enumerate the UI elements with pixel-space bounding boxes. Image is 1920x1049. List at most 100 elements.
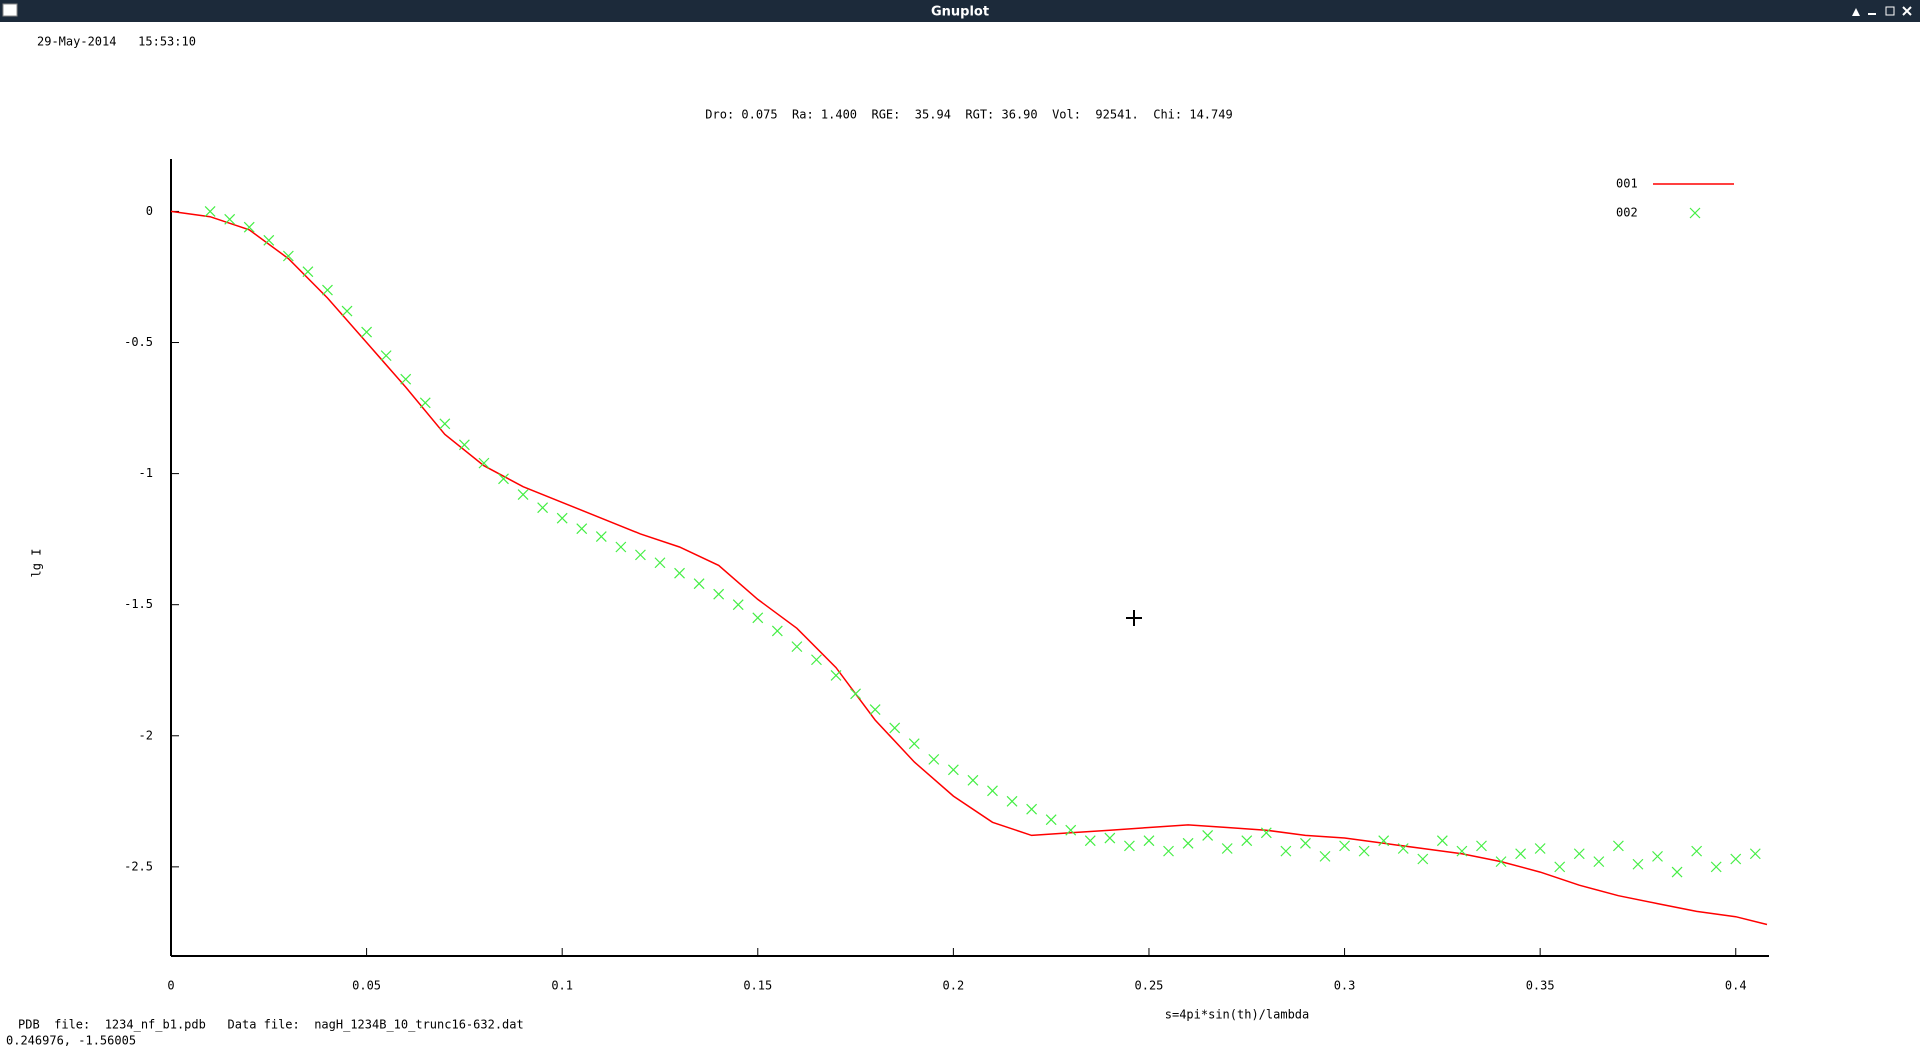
data-point <box>967 774 979 786</box>
data-point <box>1084 835 1096 847</box>
data-point <box>1671 866 1683 878</box>
data-point <box>517 489 529 501</box>
button-up[interactable] <box>1852 8 1860 16</box>
data-point <box>674 567 685 579</box>
data-point <box>830 670 842 681</box>
data-point <box>1397 843 1409 854</box>
data-point <box>987 785 998 797</box>
legend-label: 002 <box>1616 206 1638 220</box>
data-point <box>556 512 568 524</box>
data-point <box>243 221 255 233</box>
data-point <box>1260 827 1272 839</box>
x-tick-label: 0.1 <box>551 979 573 993</box>
data-point <box>1202 829 1214 841</box>
legend-label: 001 <box>1616 177 1638 191</box>
data-point <box>380 350 392 362</box>
data-point <box>341 305 353 317</box>
title-bar <box>0 0 1920 22</box>
data-point <box>302 266 314 278</box>
data-point <box>1476 840 1487 852</box>
y-tick-label: -2 <box>139 728 153 742</box>
data-point <box>361 326 373 338</box>
y-tick-label: -1 <box>139 466 153 480</box>
data-point <box>947 764 959 776</box>
y-axis-label: lg I <box>30 549 44 578</box>
data-point <box>1710 861 1722 873</box>
data-point <box>771 625 783 637</box>
data-point <box>1554 861 1566 873</box>
data-point <box>615 541 627 553</box>
data-point <box>1417 853 1429 865</box>
x-tick-label: 0.35 <box>1526 979 1555 993</box>
data-point <box>1280 845 1292 857</box>
x-tick-label: 0.05 <box>352 979 381 993</box>
data-point <box>791 641 803 653</box>
data-point <box>1241 835 1253 847</box>
data-point <box>1358 845 1370 857</box>
data-point <box>1163 845 1174 857</box>
x-tick-label: 0.3 <box>1334 979 1356 993</box>
x-axis-label: s=4pi*sin(th)/lambda <box>1165 1008 1310 1022</box>
data-point <box>263 234 275 246</box>
data-point <box>1065 824 1077 836</box>
data-point <box>282 250 294 262</box>
data-point <box>1534 843 1546 854</box>
data-point <box>1143 835 1155 847</box>
data-point <box>889 722 901 734</box>
data-point <box>1006 795 1018 807</box>
button-minimize[interactable] <box>1868 13 1876 15</box>
data-point <box>537 502 549 514</box>
data-point <box>1436 835 1448 847</box>
data-point <box>1652 850 1663 862</box>
data-point <box>1632 858 1644 870</box>
data-point <box>1378 835 1390 847</box>
date: 29-May-2014 15:53:10 <box>37 35 196 49</box>
data-point <box>1749 848 1761 860</box>
data-point <box>498 473 509 485</box>
data-point <box>869 704 881 715</box>
data-point <box>1045 814 1057 826</box>
data-point <box>458 439 470 451</box>
data-point <box>1515 848 1527 860</box>
data-point <box>1300 837 1311 849</box>
data-point <box>1339 840 1350 852</box>
data-point <box>224 213 236 225</box>
footer: PDB file: 1234_nf_b1.pdb Data file: nagH… <box>18 1018 524 1032</box>
data-point <box>1123 840 1135 852</box>
data-point <box>1026 803 1038 815</box>
x-tick-label: 0 <box>167 979 174 993</box>
data-point <box>400 373 412 385</box>
mouse-cursor <box>1126 610 1142 626</box>
data-point <box>1456 845 1468 857</box>
x-tick-label: 0.4 <box>1725 979 1747 993</box>
data-point <box>1593 856 1605 868</box>
data-point <box>654 557 666 569</box>
button-maximize[interactable] <box>1885 6 1895 16</box>
data-point <box>439 418 451 430</box>
status-coordinates: 0.246976, -1.56005 <box>6 1034 136 1048</box>
x-tick-label: 0.25 <box>1135 979 1164 993</box>
y-tick-label: -1.5 <box>124 597 153 611</box>
data-point <box>419 397 431 409</box>
y-tick-label: 0 <box>146 204 153 218</box>
data-point <box>1573 848 1585 860</box>
data-point <box>204 206 216 217</box>
chart-title: Dro: 0.075 Ra: 1.400 RGE: 35.94 RGT: 36.… <box>705 108 1232 122</box>
button-close[interactable] <box>1902 6 1912 16</box>
data-point <box>713 588 725 600</box>
y-tick-label: -0.5 <box>124 335 153 349</box>
data-point <box>908 738 920 750</box>
y-tick-label: -2.5 <box>124 859 153 873</box>
window-menu-icon[interactable] <box>2 3 18 17</box>
model-curve <box>170 210 1768 926</box>
data-point <box>752 612 764 624</box>
data-point <box>1221 843 1233 854</box>
window-title: Gnuplot <box>931 5 989 20</box>
data-point <box>576 523 588 535</box>
data-point <box>850 688 862 700</box>
x-tick-label: 0.15 <box>743 979 772 993</box>
data-point <box>928 753 940 765</box>
data-point <box>693 578 705 590</box>
legend-marker <box>1689 207 1701 219</box>
